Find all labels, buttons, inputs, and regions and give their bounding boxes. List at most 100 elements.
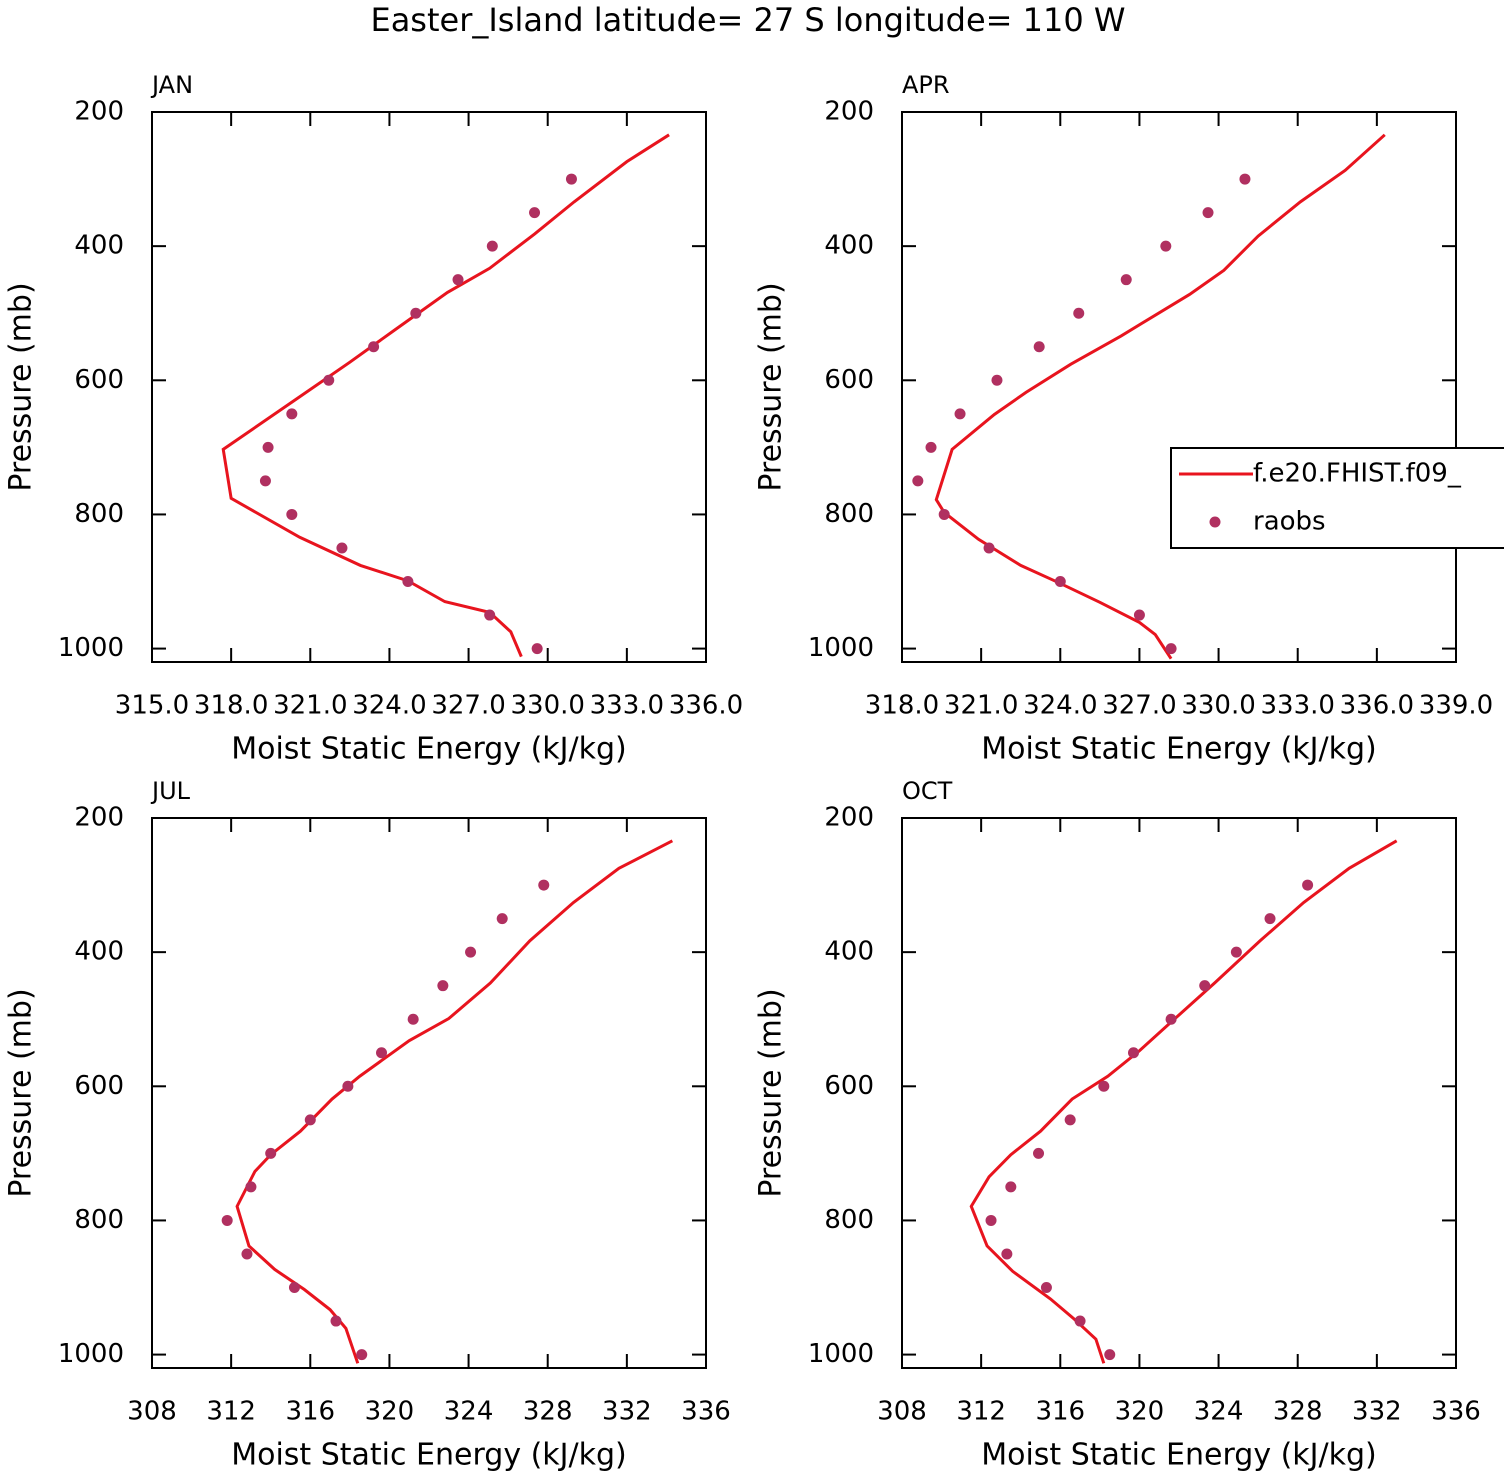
raob-point	[1104, 1349, 1116, 1361]
raob-point	[529, 207, 541, 219]
raob-point	[323, 374, 335, 386]
x-tick-label: 336.0	[1340, 691, 1414, 721]
raob-point	[1033, 1147, 1045, 1159]
model-line	[235, 839, 674, 1364]
x-tick-label: 332	[1352, 1397, 1402, 1427]
x-axis-label: Moist Static Energy (kJ/kg)	[231, 1438, 627, 1473]
raob-point	[1033, 341, 1045, 353]
plot-frame	[901, 111, 1457, 663]
raob-point	[286, 508, 298, 520]
x-tick-label: 321.0	[944, 691, 1018, 721]
raob-point	[938, 508, 950, 520]
raob-point	[1120, 274, 1132, 286]
y-tick-label: 1000	[58, 633, 124, 663]
raob-point	[1054, 576, 1066, 588]
x-axis-label: Moist Static Energy (kJ/kg)	[981, 732, 1377, 767]
raob-point	[1160, 240, 1172, 252]
y-tick-label: 1000	[58, 1339, 124, 1369]
x-tick-label: 336.0	[669, 691, 743, 721]
x-tick-label: 330.0	[510, 691, 584, 721]
raob-point	[336, 542, 348, 554]
x-tick-label: 324.0	[352, 691, 426, 721]
raob-point	[262, 441, 274, 453]
raob-point	[330, 1315, 342, 1327]
raob-point	[531, 643, 543, 655]
raob-point	[985, 1214, 997, 1226]
raob-point	[437, 980, 449, 992]
raob-point	[342, 1080, 354, 1092]
model-line	[934, 133, 1386, 660]
raob-point	[356, 1349, 368, 1361]
raob-point	[983, 542, 995, 554]
raob-point	[259, 475, 271, 487]
raob-point	[1264, 913, 1276, 925]
raob-point	[368, 341, 380, 353]
raob-point	[484, 609, 496, 621]
y-tick-label: 600	[824, 365, 874, 395]
raob-point	[1040, 1282, 1052, 1294]
x-tick-label: 308	[127, 1397, 177, 1427]
raob-point	[991, 374, 1003, 386]
panel-title: APR	[902, 71, 950, 99]
raob-point	[486, 240, 498, 252]
y-tick-label: 200	[824, 803, 874, 833]
x-tick-label: 339.0	[1419, 691, 1493, 721]
legend-marker	[1209, 516, 1221, 528]
raob-point	[407, 1013, 419, 1025]
x-tick-label: 333.0	[590, 691, 664, 721]
legend-label: f.e20.FHIST.f09_	[1253, 459, 1462, 489]
raob-point	[538, 879, 550, 891]
raob-point	[286, 408, 298, 420]
raob-point	[565, 173, 577, 185]
x-tick-label: 327.0	[431, 691, 505, 721]
raob-point	[1098, 1080, 1110, 1092]
raob-point	[1074, 1315, 1086, 1327]
raob-point	[1127, 1047, 1139, 1059]
y-tick-label: 800	[824, 1205, 874, 1235]
x-tick-label: 321.0	[273, 691, 347, 721]
x-tick-label: 320	[1115, 1397, 1165, 1427]
raob-point	[496, 913, 508, 925]
plot-frame	[151, 111, 707, 663]
y-tick-label: 800	[824, 499, 874, 529]
model-line	[969, 839, 1398, 1364]
raob-point	[925, 441, 937, 453]
raob-point	[1005, 1181, 1017, 1193]
y-tick-label: 400	[824, 231, 874, 261]
raob-point	[402, 576, 414, 588]
raob-point	[452, 274, 464, 286]
y-tick-label: 600	[74, 365, 124, 395]
x-tick-label: 336	[681, 1397, 731, 1427]
raob-point	[465, 946, 477, 958]
x-tick-label: 324	[1194, 1397, 1244, 1427]
x-tick-label: 328	[523, 1397, 573, 1427]
y-tick-label: 200	[74, 803, 124, 833]
panel-title: JAN	[150, 71, 193, 99]
y-tick-label: 800	[74, 1205, 124, 1235]
plot-frame	[151, 817, 707, 1369]
raob-point	[1064, 1114, 1076, 1126]
model-line	[221, 133, 670, 658]
raob-point	[245, 1181, 257, 1193]
panel-title: OCT	[902, 777, 953, 805]
x-tick-label: 324	[444, 1397, 494, 1427]
y-tick-label: 600	[824, 1071, 874, 1101]
raob-point	[221, 1214, 233, 1226]
raob-point	[241, 1248, 253, 1260]
y-tick-label: 1000	[808, 1339, 874, 1369]
raob-point	[1302, 879, 1314, 891]
raob-point	[410, 307, 422, 319]
raob-point	[304, 1114, 316, 1126]
x-tick-label: 336	[1431, 1397, 1481, 1427]
x-tick-label: 312	[206, 1397, 256, 1427]
raob-point	[1239, 173, 1251, 185]
x-tick-label: 327.0	[1102, 691, 1176, 721]
raob-point	[1165, 643, 1177, 655]
raob-point	[1165, 1013, 1177, 1025]
legend-label: raobs	[1253, 507, 1326, 537]
y-axis-label: Pressure (mb)	[754, 988, 789, 1197]
raob-point	[912, 475, 924, 487]
x-axis-label: Moist Static Energy (kJ/kg)	[981, 1438, 1377, 1473]
y-tick-label: 800	[74, 499, 124, 529]
